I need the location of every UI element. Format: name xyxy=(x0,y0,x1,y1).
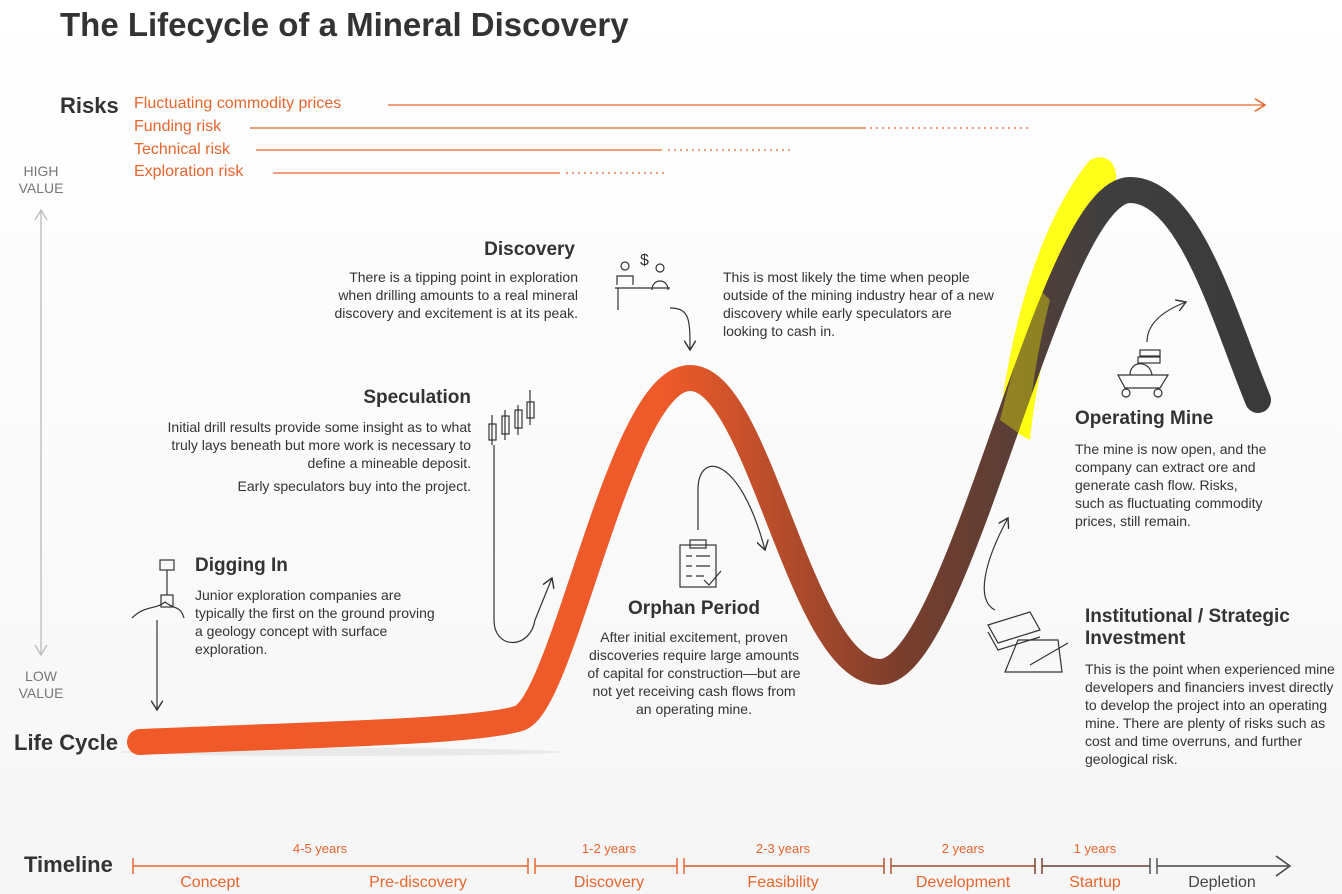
stage-title: Discovery xyxy=(484,239,575,260)
svg-text:$: $ xyxy=(640,252,649,269)
stage-text: This is most likely the time when people… xyxy=(723,269,994,339)
duration: 1 years xyxy=(1073,841,1117,856)
risk-lines xyxy=(250,105,1265,174)
phase: Pre-discovery xyxy=(369,874,467,891)
phase: Discovery xyxy=(573,874,645,891)
risks-label: Risks xyxy=(60,93,119,118)
stage-text: The mine is now open, and the company ca… xyxy=(1075,441,1267,529)
connectors xyxy=(157,302,1186,710)
stage-text: There is a tipping point in exploration … xyxy=(334,269,578,321)
lifecycle-label: Life Cycle xyxy=(14,730,118,755)
duration: 1-2 years xyxy=(581,841,637,856)
stage-text: After initial excitement, proven discove… xyxy=(587,629,801,717)
value-axis-arrows xyxy=(34,208,48,657)
duration: 4-5 years xyxy=(292,841,348,856)
timeline-label: Timeline xyxy=(24,852,113,877)
stage-text: Initial drill results provide some insig… xyxy=(167,419,471,471)
stage-title: Orphan Period xyxy=(628,598,760,619)
duration: 2 years xyxy=(941,841,985,856)
highlight-overlay xyxy=(1000,290,1050,440)
stage-title: Operating Mine xyxy=(1075,408,1214,429)
high-value: HIGH VALUE xyxy=(18,163,64,196)
phase: Startup xyxy=(1069,874,1121,891)
low-value: LOW VALUE xyxy=(18,668,64,701)
phase: Concept xyxy=(180,874,240,891)
title: The Lifecycle of a Mineral Discovery xyxy=(60,6,629,43)
stage-title: Digging In xyxy=(195,555,288,576)
stage-text: This is the point when experienced mine … xyxy=(1085,661,1335,767)
risk: Funding risk xyxy=(134,118,222,135)
risk: Fluctuating commodity prices xyxy=(134,95,342,112)
phase: Feasibility xyxy=(747,874,819,891)
phase: Development xyxy=(915,874,1011,891)
stage-title: Speculation xyxy=(363,387,471,408)
stage-text: Junior exploration companies are typical… xyxy=(195,587,435,657)
risk: Technical risk xyxy=(134,141,231,158)
phase: Depletion xyxy=(1188,874,1256,891)
lifecycle-curve xyxy=(127,176,1271,755)
icons: $ xyxy=(131,252,1170,673)
stage-title: Institutional / Strategic Investment xyxy=(1085,606,1290,649)
timeline-axis xyxy=(132,855,1292,877)
stage-text: Early speculators buy into the project. xyxy=(237,478,471,494)
duration: 2-3 years xyxy=(755,841,811,856)
risk: Exploration risk xyxy=(134,163,244,180)
